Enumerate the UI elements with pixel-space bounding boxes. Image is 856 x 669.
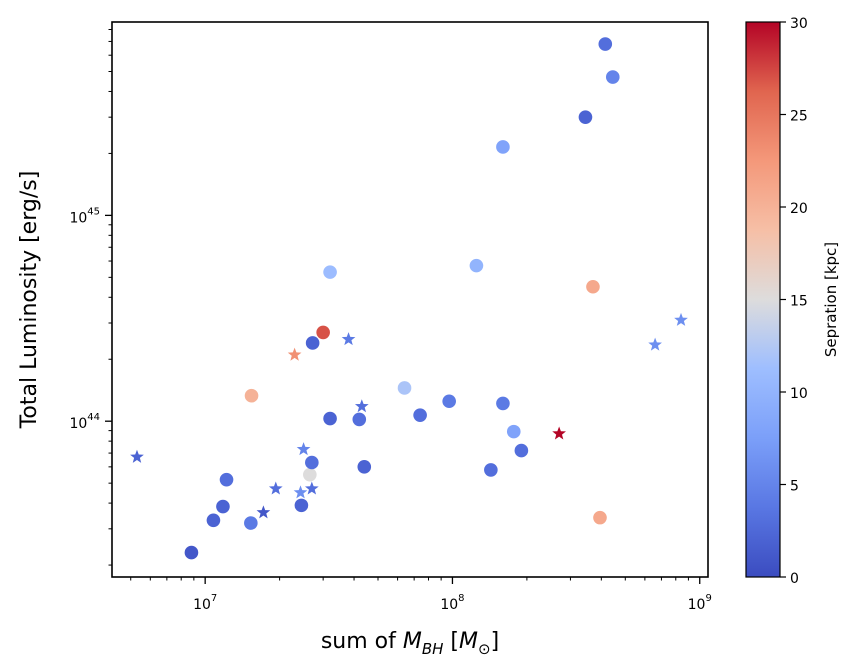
circle-point — [357, 460, 372, 474]
x-axis-title: sum of MBH [M⊙] — [321, 629, 499, 658]
x-tick-label: 107 — [193, 593, 217, 613]
circle-point — [506, 424, 521, 439]
y-axis: 1044 1045 — [69, 28, 112, 566]
circle-point — [216, 499, 230, 514]
colorbar-tick-label: 5 — [790, 479, 799, 495]
x-axis: 107 108 109 — [130, 577, 712, 613]
colorbar-tick-label: 0 — [790, 571, 799, 587]
x-tick-label: 108 — [440, 593, 464, 613]
circle-point — [323, 411, 337, 426]
circle-point — [294, 498, 309, 513]
star-point — [674, 312, 688, 326]
colorbar-tick-label: 25 — [790, 109, 808, 125]
star-point — [287, 347, 302, 361]
circle-point — [442, 394, 456, 409]
colorbar-title: Sepration [kpc] — [822, 242, 840, 357]
star-point — [304, 481, 319, 495]
plot-area — [130, 37, 688, 560]
circle-point — [397, 381, 412, 395]
colorbar-ticks: 0 5 10 15 20 25 30 — [780, 16, 808, 587]
circle-point — [244, 516, 258, 530]
circle-point — [184, 545, 199, 560]
star-point — [268, 481, 283, 495]
colorbar-tick-label: 10 — [790, 386, 808, 402]
circle-point — [593, 510, 607, 525]
x-tick-label: 109 — [688, 593, 712, 613]
circle-point — [598, 37, 613, 51]
circle-point — [605, 70, 620, 84]
star-point — [648, 337, 662, 351]
star-point — [130, 449, 144, 463]
y-tick-label: 1045 — [69, 206, 100, 226]
circle-point — [323, 265, 337, 279]
circle-point — [305, 336, 320, 350]
colorbar-tick-label: 15 — [790, 294, 808, 310]
star-point — [341, 332, 356, 346]
star-point — [256, 505, 271, 519]
colorbar — [745, 21, 781, 578]
y-axis-title: Total Luminosity [erg/s] — [17, 171, 42, 430]
circle-point — [244, 388, 259, 403]
circle-point — [586, 279, 600, 294]
y-tick-label: 1044 — [69, 412, 100, 432]
circle-point — [484, 463, 498, 477]
circle-point — [219, 472, 234, 487]
circle-point — [206, 513, 221, 528]
colorbar-tick-label: 20 — [790, 201, 808, 217]
circle-point — [578, 110, 593, 124]
circle-point — [514, 443, 529, 458]
circle-point — [352, 412, 367, 427]
circle-point — [496, 396, 510, 411]
star-point — [293, 485, 308, 499]
circle-point — [305, 455, 319, 470]
circle-point — [316, 325, 330, 340]
circle-point — [303, 467, 317, 482]
star-point — [296, 442, 311, 456]
circle-point — [496, 140, 510, 154]
plot-frame — [111, 21, 709, 578]
star-point — [552, 426, 566, 440]
star-point — [354, 399, 369, 413]
circle-point — [469, 258, 484, 273]
colorbar-tick-label: 30 — [790, 16, 808, 32]
circle-point — [413, 408, 427, 422]
